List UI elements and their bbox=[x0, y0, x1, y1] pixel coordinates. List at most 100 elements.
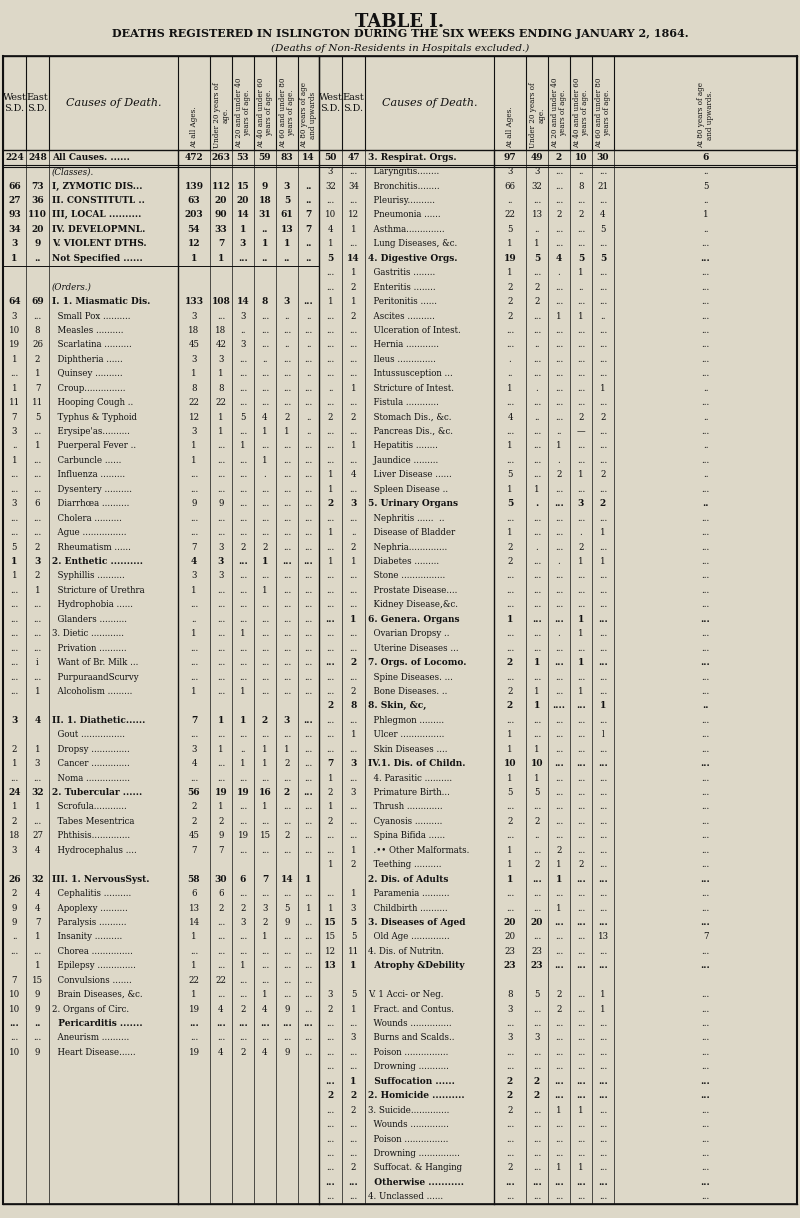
Text: 1: 1 bbox=[578, 312, 584, 320]
Text: 1: 1 bbox=[12, 354, 18, 364]
Text: ...: ... bbox=[533, 441, 541, 451]
Text: 4: 4 bbox=[600, 211, 606, 219]
Text: 1: 1 bbox=[240, 441, 246, 451]
Text: ...: ... bbox=[326, 340, 334, 350]
Text: ...: ... bbox=[261, 369, 269, 379]
Text: ...: ... bbox=[506, 586, 514, 594]
Text: ...: ... bbox=[555, 803, 563, 811]
Text: ...: ... bbox=[701, 875, 710, 883]
Text: ...: ... bbox=[261, 441, 269, 451]
Text: ...: ... bbox=[217, 600, 225, 609]
Text: 9: 9 bbox=[12, 918, 18, 927]
Text: Under 20 years of
age.: Under 20 years of age. bbox=[213, 83, 230, 149]
Text: ...: ... bbox=[217, 759, 225, 769]
Text: 7: 7 bbox=[327, 759, 334, 769]
Text: 1: 1 bbox=[218, 369, 224, 379]
Text: ...: ... bbox=[506, 1019, 514, 1028]
Text: 2: 2 bbox=[262, 542, 268, 552]
Text: Stricture of Urethra: Stricture of Urethra bbox=[52, 586, 145, 594]
Text: 4: 4 bbox=[191, 759, 197, 769]
Text: ...: ... bbox=[239, 398, 247, 407]
Text: .: . bbox=[264, 470, 266, 480]
Text: ...: ... bbox=[217, 918, 225, 927]
Text: Under 20 years of
age.: Under 20 years of age. bbox=[529, 83, 546, 149]
Text: ..: .. bbox=[578, 283, 584, 291]
Text: ...: ... bbox=[701, 918, 710, 927]
Text: Poison ................: Poison ................ bbox=[368, 1134, 448, 1144]
Text: DEATHS REGISTERED IN ISLINGTON DURING THE SIX WEEKS ENDING JANUARY 2, 1864.: DEATHS REGISTERED IN ISLINGTON DURING TH… bbox=[112, 28, 688, 39]
Text: ...: ... bbox=[239, 571, 247, 581]
Text: 2: 2 bbox=[350, 658, 357, 667]
Text: ...: ... bbox=[326, 369, 334, 379]
Text: 34: 34 bbox=[8, 225, 21, 234]
Text: 5: 5 bbox=[600, 253, 606, 263]
Text: ...: ... bbox=[239, 990, 247, 999]
Text: Brain Diseases, &c.: Brain Diseases, &c. bbox=[52, 990, 142, 999]
Text: ...: ... bbox=[350, 716, 358, 725]
Text: ...: ... bbox=[350, 196, 358, 205]
Text: ...: ... bbox=[577, 817, 585, 826]
Text: 1: 1 bbox=[578, 1106, 584, 1114]
Text: 1: 1 bbox=[328, 529, 334, 537]
Text: 3: 3 bbox=[12, 312, 17, 320]
Text: ...: ... bbox=[304, 788, 314, 797]
Text: 7: 7 bbox=[218, 845, 224, 855]
Text: Wounds ...............: Wounds ............... bbox=[368, 1019, 452, 1028]
Text: 3: 3 bbox=[328, 167, 333, 177]
Text: ...: ... bbox=[506, 1121, 514, 1129]
Text: ..: .. bbox=[702, 167, 708, 177]
Text: ...: ... bbox=[326, 1192, 334, 1201]
Text: 2: 2 bbox=[12, 889, 18, 898]
Text: ..: .. bbox=[12, 441, 18, 451]
Text: ...: ... bbox=[238, 253, 248, 263]
Text: 6. Genera. Organs: 6. Genera. Organs bbox=[368, 615, 459, 624]
Text: ...: ... bbox=[239, 1033, 247, 1043]
Text: ...: ... bbox=[599, 1062, 607, 1072]
Text: 3: 3 bbox=[350, 499, 357, 508]
Text: ..: .. bbox=[262, 354, 268, 364]
Text: 42: 42 bbox=[215, 340, 226, 350]
Text: 22: 22 bbox=[215, 976, 226, 984]
Text: Pleurisy..........: Pleurisy.......... bbox=[368, 196, 435, 205]
Text: ...: ... bbox=[283, 326, 291, 335]
Text: ...: ... bbox=[702, 1106, 710, 1114]
Text: II. CONSTITUTL ..: II. CONSTITUTL .. bbox=[52, 196, 145, 205]
Text: 1: 1 bbox=[507, 615, 513, 624]
Text: ...: ... bbox=[304, 586, 313, 594]
Text: ...: ... bbox=[217, 312, 225, 320]
Text: 9: 9 bbox=[284, 918, 290, 927]
Text: ...: ... bbox=[599, 904, 607, 912]
Text: ...: ... bbox=[702, 716, 710, 725]
Text: 22: 22 bbox=[189, 398, 199, 407]
Text: ...: ... bbox=[555, 542, 563, 552]
Text: 2: 2 bbox=[507, 1163, 513, 1173]
Text: ...: ... bbox=[555, 413, 563, 421]
Text: ...: ... bbox=[283, 976, 291, 984]
Text: 3. Dietic ............: 3. Dietic ............ bbox=[52, 630, 124, 638]
Text: ...: ... bbox=[10, 470, 18, 480]
Text: 5: 5 bbox=[507, 470, 513, 480]
Text: ...: ... bbox=[283, 889, 291, 898]
Text: 3: 3 bbox=[507, 1033, 513, 1043]
Text: 32: 32 bbox=[531, 181, 542, 190]
Text: 1: 1 bbox=[350, 441, 356, 451]
Text: 2: 2 bbox=[600, 499, 606, 508]
Text: ...: ... bbox=[304, 1047, 313, 1057]
Text: ...: ... bbox=[217, 658, 225, 667]
Text: ...: ... bbox=[283, 485, 291, 493]
Text: 2: 2 bbox=[262, 716, 268, 725]
Text: ...: ... bbox=[506, 803, 514, 811]
Text: 110: 110 bbox=[28, 211, 47, 219]
Text: ...: ... bbox=[326, 687, 334, 695]
Text: 3: 3 bbox=[240, 918, 246, 927]
Text: ...: ... bbox=[283, 529, 291, 537]
Text: ...: ... bbox=[190, 600, 198, 609]
Text: 4: 4 bbox=[191, 557, 197, 566]
Text: ..: .. bbox=[534, 832, 540, 840]
Text: ...: ... bbox=[34, 600, 42, 609]
Text: 90: 90 bbox=[214, 211, 227, 219]
Text: At 40 and under 60
years of age.: At 40 and under 60 years of age. bbox=[573, 78, 590, 149]
Text: ...: ... bbox=[599, 240, 607, 248]
Text: ...: ... bbox=[599, 167, 607, 177]
Text: 1: 1 bbox=[350, 557, 356, 566]
